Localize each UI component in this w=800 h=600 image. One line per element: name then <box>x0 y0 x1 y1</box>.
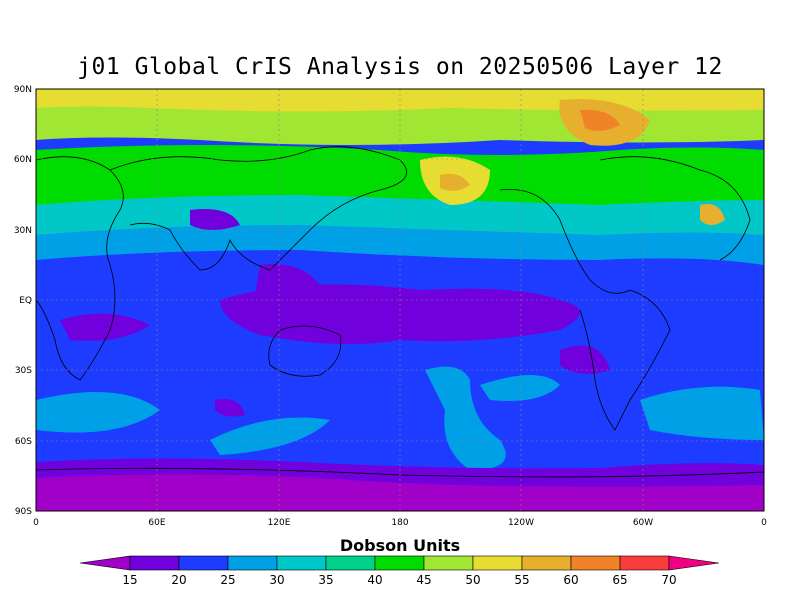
colorbar-tick-label: 20 <box>171 573 186 587</box>
longitude-axis: 0 60E 120E 180 120W 60W 0 <box>33 518 767 528</box>
colorbar-tick-label: 35 <box>318 573 333 587</box>
colorbar-tick-label: 70 <box>661 573 676 587</box>
colorbar-arrow-low <box>79 555 131 571</box>
colorbar-segment <box>521 555 572 571</box>
colorbar-segment <box>374 555 425 571</box>
colorbar-tick-label: 45 <box>416 573 431 587</box>
lat-label: 60N <box>14 155 32 165</box>
colorbar-tick-label: 50 <box>465 573 480 587</box>
latitude-axis: 90N 60N 30N EQ 30S 60S 90S <box>14 85 32 517</box>
graticule <box>36 89 764 511</box>
lat-label: 30N <box>14 226 32 236</box>
map-title: j01 Global CrIS Analysis on 20250506 Lay… <box>77 54 723 80</box>
lon-label: 60W <box>633 518 653 528</box>
lat-label: 90S <box>15 507 32 517</box>
colorbar-arrow-high <box>668 555 720 571</box>
lon-label: 120E <box>268 518 291 528</box>
colorbar-tick-label: 40 <box>367 573 382 587</box>
colorbar-segment <box>570 555 621 571</box>
colorbar-tick-label: 15 <box>122 573 137 587</box>
colorbar: 15 20 25 30 35 40 45 50 55 60 65 70 <box>79 555 720 587</box>
colorbar-segment <box>178 555 229 571</box>
lon-label: 0 <box>33 518 39 528</box>
lat-label: 60S <box>15 437 32 447</box>
lon-label: 60E <box>148 518 165 528</box>
colorbar-segment <box>129 555 180 571</box>
colorbar-tick-label: 55 <box>514 573 529 587</box>
map-frame <box>35 88 765 512</box>
colorbar-segment <box>472 555 523 571</box>
lat-label: EQ <box>19 296 32 306</box>
lon-label: 180 <box>391 518 408 528</box>
lon-label: 0 <box>761 518 767 528</box>
colorbar-segment <box>227 555 278 571</box>
colorbar-tick-label: 30 <box>269 573 284 587</box>
lat-label: 90N <box>14 85 32 95</box>
lat-label: 30S <box>15 366 32 376</box>
colorbar-segment <box>423 555 474 571</box>
colorbar-title: Dobson Units <box>339 536 461 555</box>
colorbar-segment <box>619 555 670 571</box>
colorbar-tick-label: 60 <box>563 573 578 587</box>
colorbar-segment <box>325 555 376 571</box>
colorbar-segment <box>276 555 327 571</box>
lon-label: 120W <box>508 518 534 528</box>
colorbar-tick-label: 65 <box>612 573 627 587</box>
colorbar-tick-label: 25 <box>220 573 235 587</box>
